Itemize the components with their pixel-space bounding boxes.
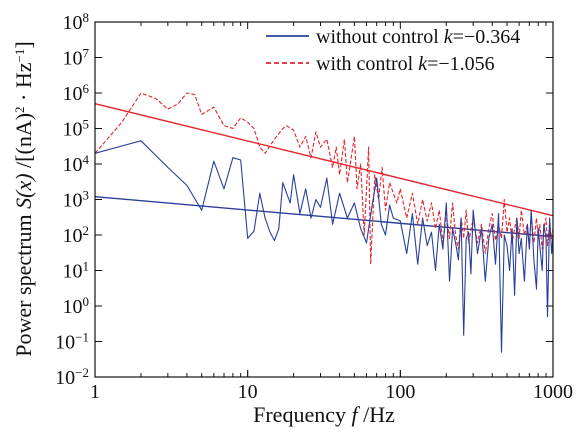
- y-tick-label: 101: [63, 258, 90, 283]
- legend-label-without-control: without control k=−0.364: [316, 26, 520, 48]
- y-tick-label: 10−2: [55, 365, 89, 390]
- series-line-with-control: [94, 92, 554, 265]
- y-tick-label: 106: [63, 81, 90, 106]
- fit-line-without-control: [94, 195, 554, 238]
- series-lines: [94, 92, 554, 353]
- y-tick-labels: 10−2 10−1 100 101 102 103 104 105 106 107 108: [55, 10, 89, 390]
- plot-frame: [94, 21, 554, 378]
- y-tick-label: 108: [63, 10, 90, 35]
- fit-lines: [94, 103, 554, 238]
- fit-line-with-control: [94, 103, 554, 217]
- x-tick-labels: 1 10 100 1000: [90, 381, 573, 403]
- x-axis-title: Frequency f /Hz: [253, 402, 395, 427]
- series-line-without-control: [94, 140, 554, 353]
- x-axis-ticks: [94, 22, 554, 377]
- x-tick-label: 1: [90, 381, 100, 403]
- y-tick-label: 10−1: [55, 329, 89, 354]
- y-tick-label: 105: [63, 116, 90, 141]
- legend: without control k=−0.364 with control k=…: [266, 26, 520, 75]
- y-tick-label: 102: [63, 223, 90, 248]
- y-tick-label: 107: [63, 45, 90, 70]
- y-tick-label: 104: [63, 152, 90, 177]
- y-tick-label: 100: [63, 294, 90, 319]
- legend-label-with-control: with control k=−1.056: [316, 53, 495, 75]
- y-axis-ticks: [95, 21, 553, 378]
- x-tick-label: 1000: [533, 381, 573, 403]
- x-tick-label: 10: [238, 381, 258, 403]
- x-tick-label: 100: [385, 381, 415, 403]
- y-tick-label: 103: [63, 187, 90, 212]
- y-axis-title: Power spectrum S(x) /[(nA)2 · Hz−1]: [11, 41, 36, 356]
